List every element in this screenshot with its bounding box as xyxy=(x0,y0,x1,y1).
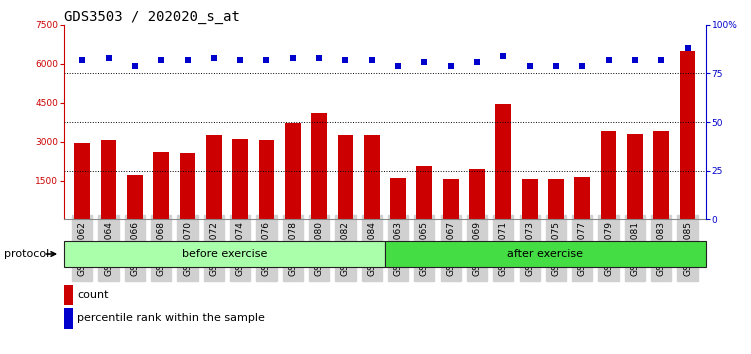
Point xyxy=(602,57,614,63)
Bar xyxy=(522,179,538,219)
Bar xyxy=(548,179,564,219)
Bar xyxy=(258,140,274,219)
Point xyxy=(129,63,141,68)
Bar xyxy=(575,177,590,219)
Point xyxy=(366,57,378,63)
Bar xyxy=(680,51,695,219)
Bar xyxy=(153,152,169,219)
Bar xyxy=(601,131,617,219)
Bar xyxy=(653,131,669,219)
Point xyxy=(392,63,404,68)
Point xyxy=(182,57,194,63)
Point xyxy=(523,63,535,68)
Text: GDS3503 / 202020_s_at: GDS3503 / 202020_s_at xyxy=(64,10,240,24)
Point xyxy=(103,55,115,61)
Point xyxy=(471,59,483,64)
Bar xyxy=(417,166,433,219)
Point xyxy=(77,57,89,63)
Text: percentile rank within the sample: percentile rank within the sample xyxy=(77,313,265,324)
Bar xyxy=(469,169,485,219)
Bar xyxy=(496,104,511,219)
Point xyxy=(445,63,457,68)
Bar xyxy=(363,135,379,219)
Bar xyxy=(64,285,74,305)
Point xyxy=(550,63,562,68)
Bar xyxy=(179,153,195,219)
Point xyxy=(208,55,220,61)
Bar xyxy=(391,178,406,219)
Bar xyxy=(337,135,353,219)
Bar xyxy=(64,308,74,329)
Point xyxy=(629,57,641,63)
Bar xyxy=(311,113,327,219)
Point xyxy=(313,55,325,61)
Text: count: count xyxy=(77,290,108,300)
Point xyxy=(418,59,430,64)
Bar xyxy=(385,241,706,267)
Bar xyxy=(627,134,643,219)
Bar xyxy=(64,241,385,267)
Bar xyxy=(127,175,143,219)
Point xyxy=(234,57,246,63)
Point xyxy=(155,57,167,63)
Bar xyxy=(206,135,222,219)
Point xyxy=(576,63,588,68)
Text: before exercise: before exercise xyxy=(182,249,267,259)
Point xyxy=(497,53,509,59)
Point xyxy=(339,57,351,63)
Point xyxy=(287,55,299,61)
Text: after exercise: after exercise xyxy=(508,249,584,259)
Point xyxy=(261,57,273,63)
Bar xyxy=(443,179,459,219)
Bar xyxy=(232,139,248,219)
Point xyxy=(655,57,667,63)
Text: protocol: protocol xyxy=(4,249,49,259)
Bar xyxy=(285,124,300,219)
Point xyxy=(681,45,693,51)
Bar xyxy=(101,140,116,219)
Bar xyxy=(74,143,90,219)
